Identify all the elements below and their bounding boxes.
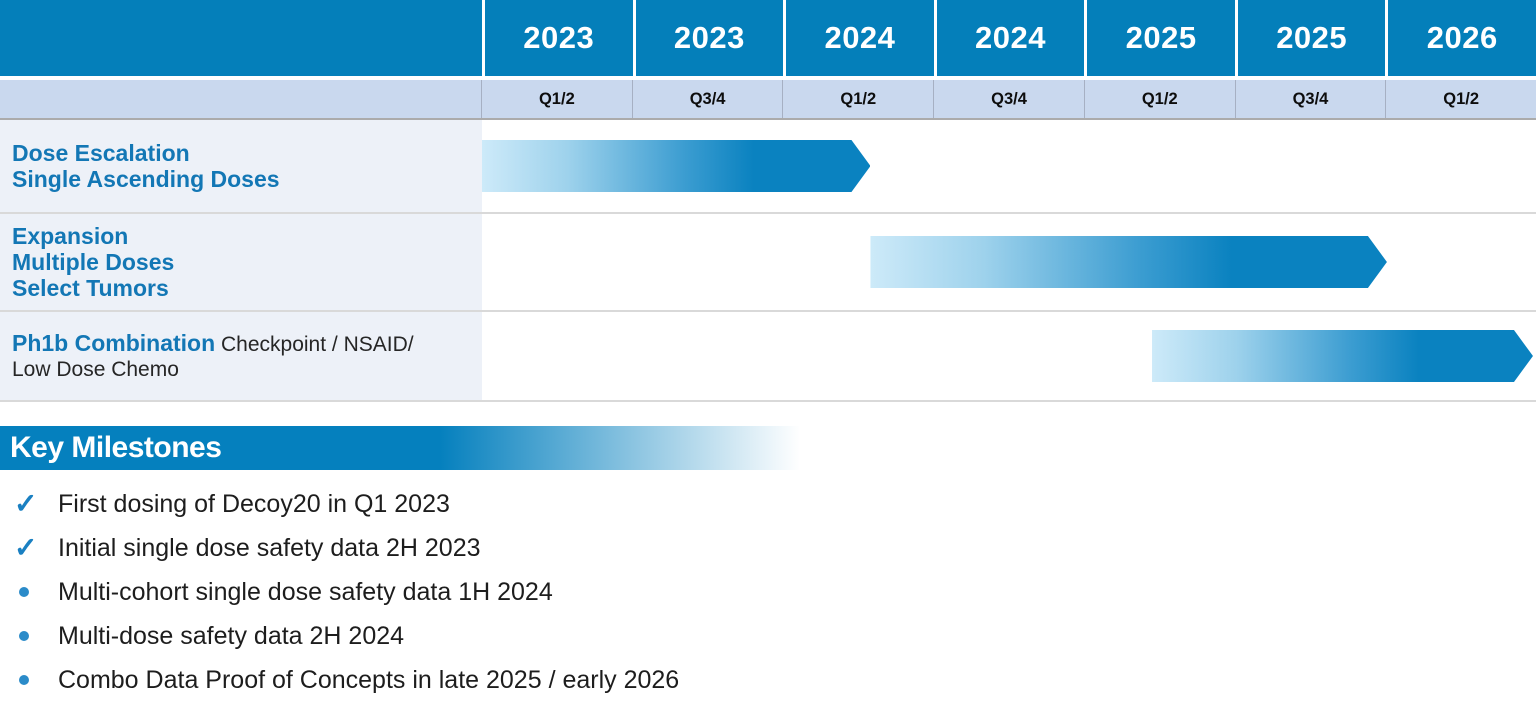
quarter-header-spacer bbox=[0, 80, 482, 118]
year-header-spacer bbox=[0, 0, 482, 76]
year-header-cell: 2025 bbox=[1084, 0, 1235, 76]
quarter-header-cell: Q3/4 bbox=[631, 80, 783, 118]
milestone-text: Multi-dose safety data 2H 2024 bbox=[58, 621, 405, 650]
task-label-bold: Ph1b Combination bbox=[12, 329, 216, 356]
timeline-table: 2023 2023 2024 2024 2025 2025 2026 Q1/2 Q3/4 Q1/… bbox=[0, 0, 1536, 402]
task-label-line: Select Tumors bbox=[12, 275, 169, 301]
header-gap bbox=[0, 76, 1536, 80]
quarter-header-row: Q1/2 Q3/4 Q1/2 Q3/4 Q1/2 Q3/4 Q1/2 bbox=[0, 80, 1536, 120]
check-glyph: ✓ bbox=[14, 532, 38, 563]
milestone-item: Combo Data Proof of Concepts in late 202… bbox=[14, 658, 1536, 702]
year-header-cells: 2023 2023 2024 2024 2025 2025 2026 bbox=[482, 0, 1536, 76]
milestone-list: ✓ First dosing of Decoy20 in Q1 2023 ✓ Init… bbox=[0, 470, 1536, 702]
year-header-cell: 2024 bbox=[933, 0, 1085, 76]
dot-glyph bbox=[19, 675, 29, 685]
task-label-line: Single Ascending Doses bbox=[12, 166, 280, 192]
year-header-cell: 2024 bbox=[783, 0, 934, 76]
quarter-header-cells: Q1/2 Q3/4 Q1/2 Q3/4 Q1/2 Q3/4 Q1/2 bbox=[482, 80, 1536, 118]
bullet-dot-icon bbox=[14, 587, 58, 597]
quarter-header-cell: Q1/2 bbox=[1083, 80, 1235, 118]
check-glyph: ✓ bbox=[14, 488, 38, 519]
task-label-line: Expansion bbox=[12, 223, 129, 249]
gantt-bar-expansion bbox=[870, 236, 1386, 288]
gantt-bar-dose-escalation bbox=[482, 140, 870, 192]
key-milestones-heading: Key Milestones bbox=[10, 431, 222, 464]
bullet-dot-icon bbox=[14, 675, 58, 685]
year-header-cell: 2023 bbox=[482, 0, 633, 76]
dot-glyph bbox=[19, 631, 29, 641]
task-label-line: Dose Escalation bbox=[12, 140, 190, 166]
milestone-item: Multi-cohort single dose safety data 1H … bbox=[14, 570, 1536, 614]
milestone-text: Initial single dose safety data 2H 2023 bbox=[58, 533, 481, 562]
milestone-text: Combo Data Proof of Concepts in late 202… bbox=[58, 665, 680, 694]
quarter-header-cell: Q3/4 bbox=[1234, 80, 1386, 118]
dot-glyph bbox=[19, 587, 29, 597]
task-label-line: Multiple Doses bbox=[12, 249, 175, 275]
milestone-text: First dosing of Decoy20 in Q1 2023 bbox=[58, 489, 450, 518]
check-icon: ✓ bbox=[14, 534, 58, 562]
year-header-row: 2023 2023 2024 2024 2025 2025 2026 bbox=[0, 0, 1536, 76]
quarter-header-cell: Q1/2 bbox=[1385, 80, 1536, 118]
year-header-cell: 2025 bbox=[1234, 0, 1386, 76]
gantt-bar-ph1b-combination bbox=[1152, 330, 1533, 382]
key-milestones-section: Key Milestones ✓ First dosing of Decoy20 … bbox=[0, 426, 1536, 702]
quarter-header-cell: Q3/4 bbox=[933, 80, 1084, 118]
task-label-rich: Ph1b Combination Checkpoint / NSAID/ Low… bbox=[12, 329, 414, 381]
check-icon: ✓ bbox=[14, 490, 58, 518]
milestone-item: ✓ First dosing of Decoy20 in Q1 2023 bbox=[14, 482, 1536, 526]
task-label-expansion: Expansion Multiple Doses Select Tumors bbox=[0, 214, 482, 310]
quarter-header-cell: Q1/2 bbox=[482, 80, 632, 118]
milestone-text: Multi-cohort single dose safety data 1H … bbox=[58, 577, 553, 606]
milestone-item: Multi-dose safety data 2H 2024 bbox=[14, 614, 1536, 658]
task-label-dose-escalation: Dose Escalation Single Ascending Doses bbox=[0, 120, 482, 212]
quarter-header-cell: Q1/2 bbox=[782, 80, 934, 118]
year-header-cell: 2026 bbox=[1385, 0, 1536, 76]
bullet-dot-icon bbox=[14, 631, 58, 641]
year-header-cell: 2023 bbox=[632, 0, 784, 76]
key-milestones-banner: Key Milestones bbox=[0, 426, 800, 470]
milestone-item: ✓ Initial single dose safety data 2H 2023 bbox=[14, 526, 1536, 570]
task-label-ph1b-combination: Ph1b Combination Checkpoint / NSAID/ Low… bbox=[0, 312, 482, 400]
